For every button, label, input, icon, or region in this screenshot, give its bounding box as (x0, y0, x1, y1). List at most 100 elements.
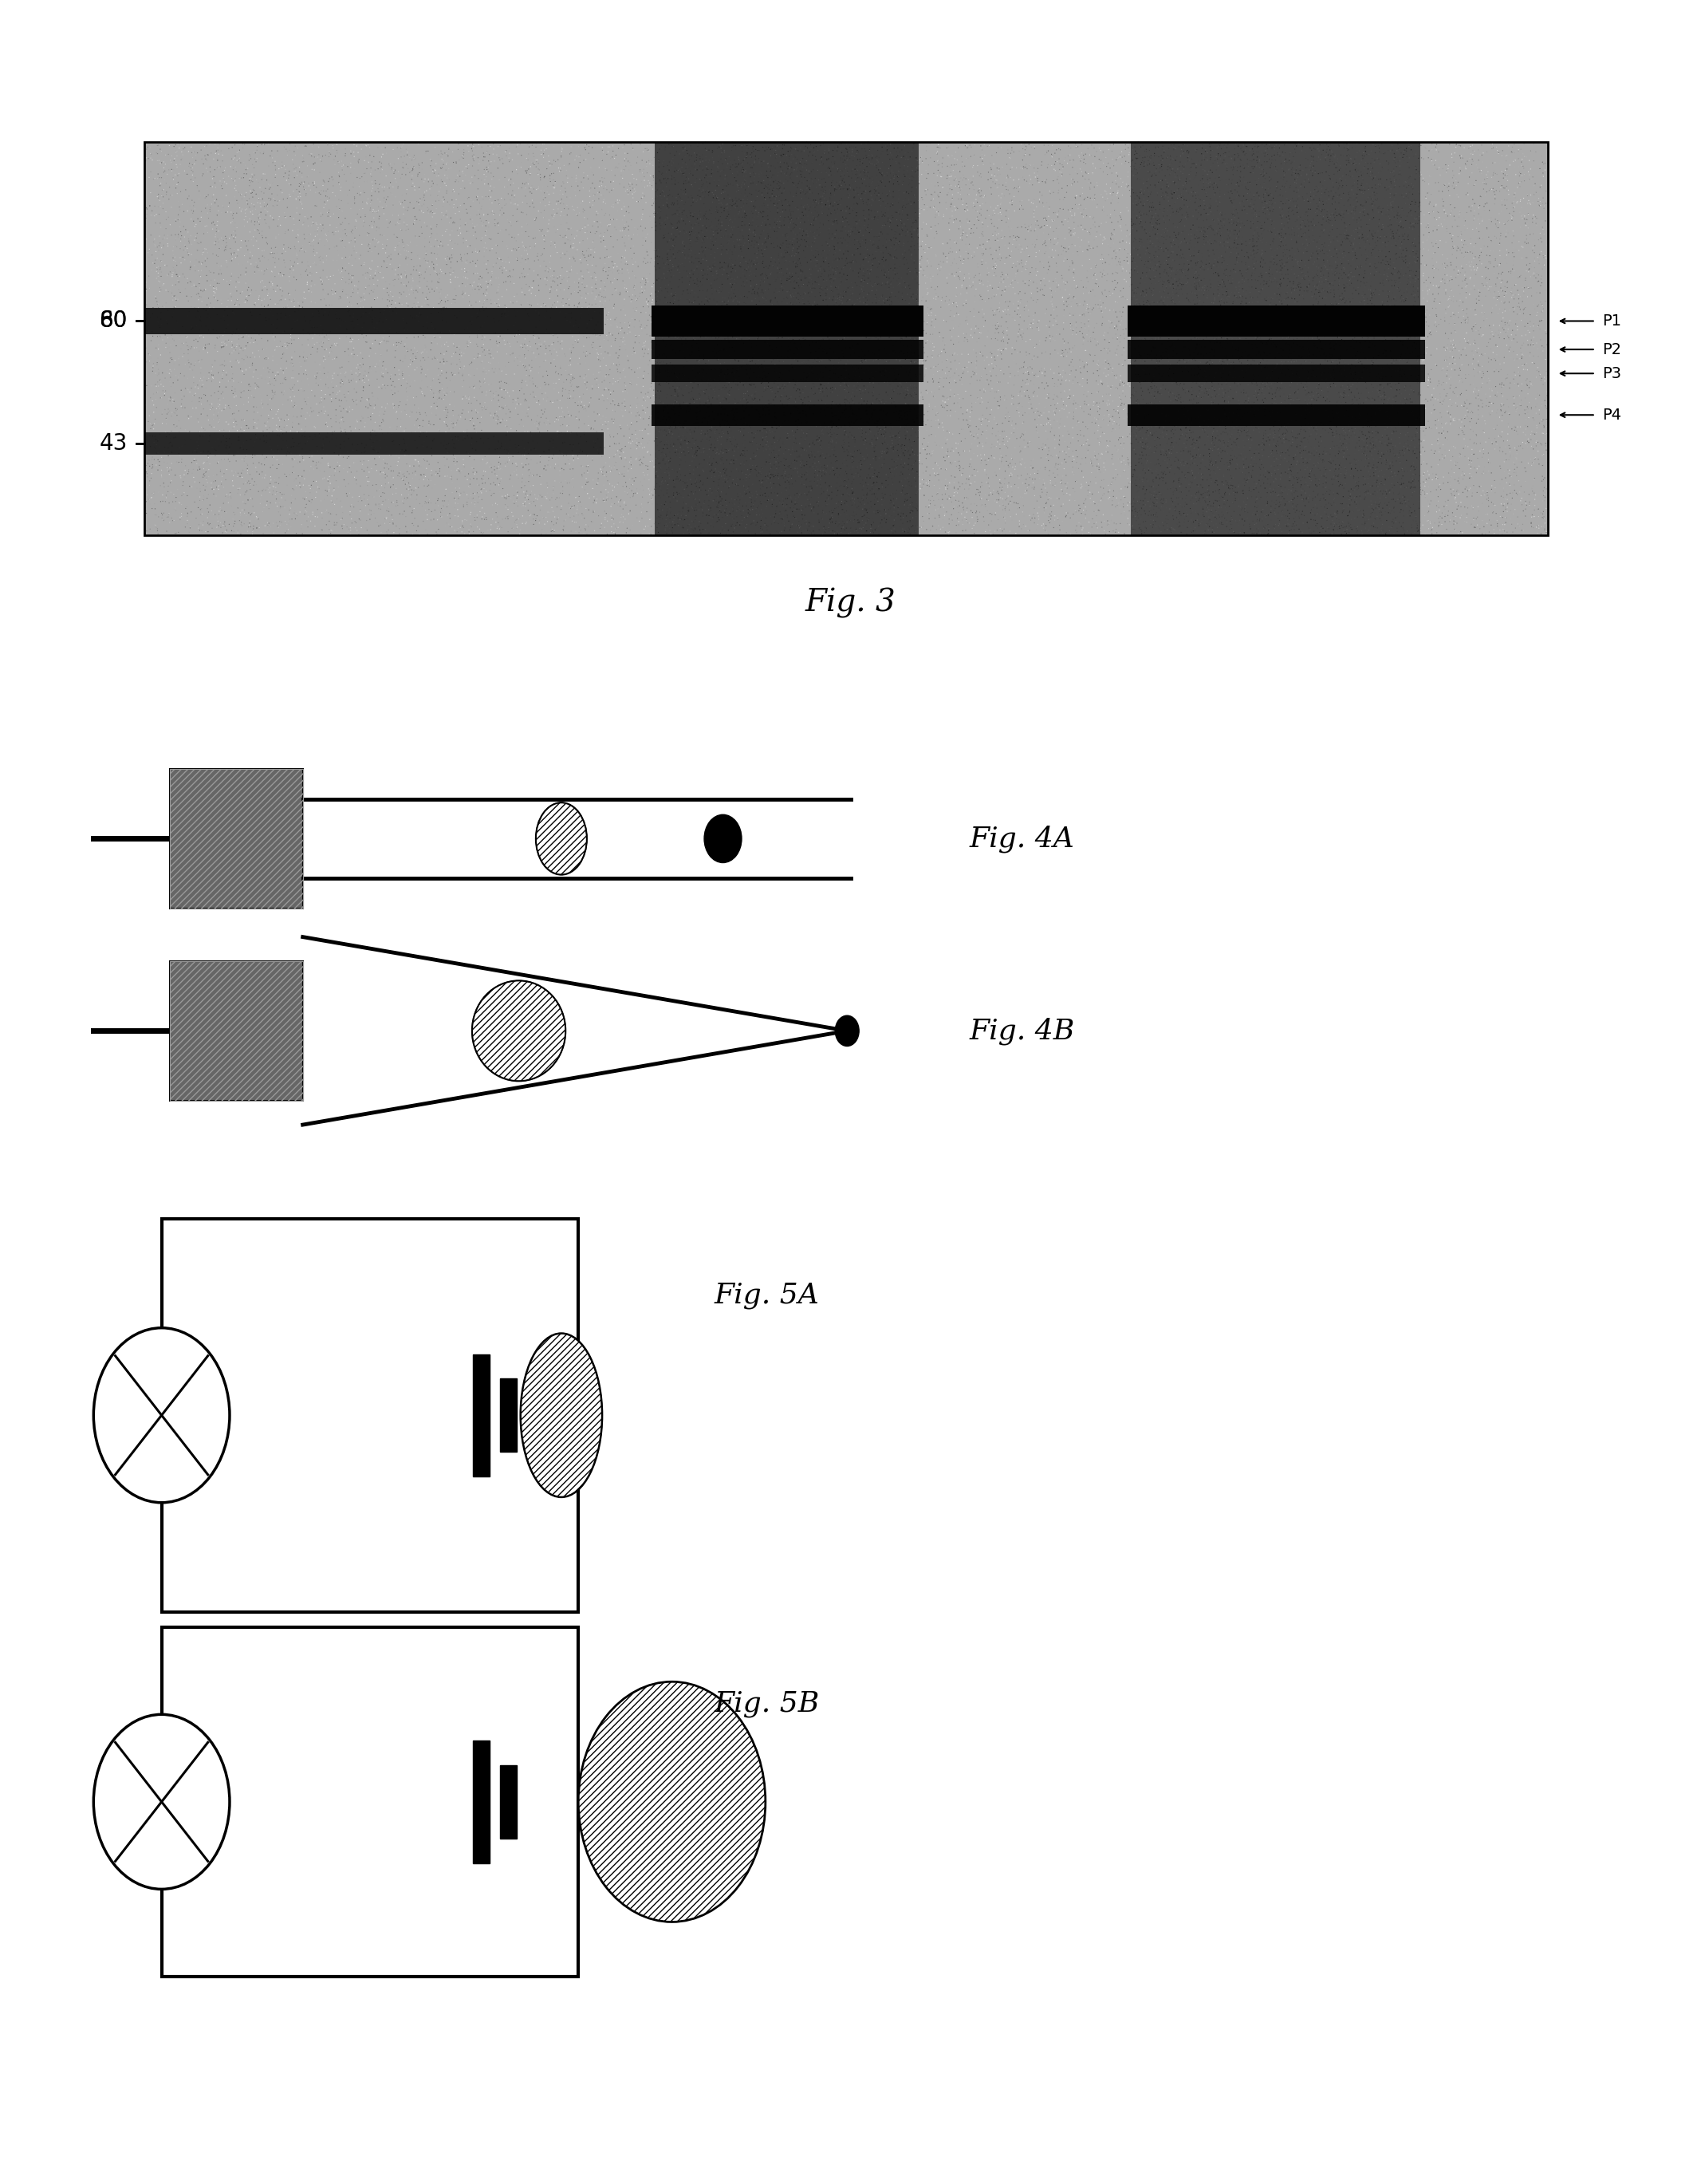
Point (398, 258, 425, 293)
Point (1495, 424, 1522, 459)
Point (1412, 417, 1439, 452)
Point (228, 229, 255, 264)
Point (1468, 155, 1495, 190)
Point (1434, 358, 1461, 393)
Point (473, 446, 500, 480)
Point (1099, 247, 1126, 282)
Point (1381, 164, 1408, 199)
Point (619, 461, 646, 496)
Point (1254, 192, 1281, 227)
Point (1294, 207, 1322, 242)
Point (779, 234, 806, 269)
Point (221, 127, 248, 162)
Point (886, 229, 913, 264)
Point (344, 404, 371, 439)
Point (745, 323, 772, 358)
Point (1182, 175, 1209, 210)
Point (1374, 452, 1402, 487)
Point (1318, 131, 1345, 166)
Point (342, 155, 369, 190)
Point (225, 175, 252, 210)
Point (850, 207, 878, 242)
Point (1366, 393, 1393, 428)
Point (156, 424, 184, 459)
Point (708, 336, 735, 371)
Point (844, 502, 871, 537)
Point (827, 256, 854, 290)
Point (476, 395, 503, 430)
Point (1500, 413, 1527, 448)
Point (626, 378, 653, 413)
Point (1199, 347, 1226, 382)
Point (1259, 413, 1286, 448)
Point (1502, 430, 1529, 465)
Point (1470, 413, 1497, 448)
Point (1061, 387, 1089, 422)
Point (1136, 360, 1163, 395)
Point (1060, 151, 1087, 186)
Point (878, 264, 905, 299)
Point (1271, 480, 1298, 515)
Point (832, 454, 859, 489)
Point (151, 373, 179, 408)
Point (1322, 258, 1349, 293)
Point (459, 133, 486, 168)
Point (138, 199, 165, 234)
Point (1526, 223, 1553, 258)
Point (660, 465, 687, 500)
Point (1378, 358, 1405, 393)
Point (759, 138, 786, 173)
Point (148, 452, 175, 487)
Point (1294, 317, 1322, 352)
Point (555, 413, 582, 448)
Point (1077, 439, 1104, 474)
Point (1155, 299, 1182, 334)
Point (1361, 496, 1388, 531)
Point (1162, 382, 1189, 417)
Point (655, 234, 682, 269)
Point (177, 264, 204, 299)
Point (561, 304, 589, 339)
Point (643, 494, 670, 529)
Point (716, 203, 743, 238)
Point (998, 131, 1026, 166)
Point (1250, 194, 1277, 229)
Point (233, 446, 260, 480)
Point (1405, 491, 1432, 526)
Point (1376, 450, 1403, 485)
Point (471, 384, 498, 419)
Point (1111, 426, 1138, 461)
Point (830, 507, 857, 542)
Point (1351, 507, 1378, 542)
Point (726, 446, 754, 480)
Point (886, 146, 913, 181)
Point (1283, 269, 1310, 304)
Point (1259, 223, 1286, 258)
Point (907, 336, 934, 371)
Point (481, 306, 509, 341)
Point (318, 422, 345, 456)
Point (219, 513, 247, 548)
Point (1235, 225, 1262, 260)
Point (151, 247, 179, 282)
Point (1165, 428, 1192, 463)
Point (1123, 494, 1150, 529)
Point (1199, 417, 1226, 452)
Point (794, 188, 822, 223)
Point (754, 404, 781, 439)
Point (1417, 352, 1444, 387)
Point (485, 382, 512, 417)
Point (1163, 500, 1191, 535)
Point (1080, 343, 1107, 378)
Point (1381, 308, 1408, 343)
Point (971, 179, 998, 214)
Point (777, 201, 805, 236)
Point (822, 352, 849, 387)
Point (1128, 347, 1155, 382)
Point (939, 339, 966, 373)
Point (1048, 446, 1075, 480)
Point (835, 400, 862, 435)
Point (699, 448, 726, 483)
Point (1363, 330, 1390, 365)
Point (762, 135, 789, 170)
